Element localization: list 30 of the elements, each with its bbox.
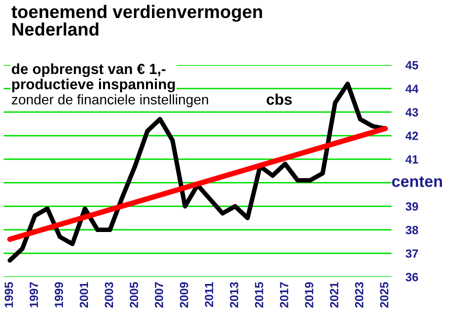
- y-tick-label: 43: [406, 108, 418, 116]
- x-tick-label: 2019: [304, 282, 314, 308]
- annotation: zonder de financiele instellingen: [12, 94, 208, 108]
- x-tick-label: 2011: [204, 282, 214, 307]
- x-tick-label: 2017: [280, 282, 288, 308]
- x-tick-label: 2003: [104, 282, 114, 308]
- x-tick-label: 2001: [80, 282, 88, 308]
- x-tick-label: 2009: [180, 282, 188, 308]
- chart-title: toenemend verdienvermogen Nederland: [11, 4, 262, 36]
- y-tick-label: 39: [406, 202, 418, 211]
- chart-subtitle: de opbrengst van € 1,- productieve inspanning: [12, 63, 175, 92]
- y-tick-label: 45: [406, 61, 418, 70]
- x-tick-label: 1997: [30, 282, 38, 308]
- y-tick-label: 38: [406, 226, 418, 234]
- y-tick-label: 42: [406, 132, 418, 140]
- x-tick-label: 2025: [380, 282, 388, 308]
- x-tick-label: 2015: [254, 282, 264, 308]
- x-tick-label: 2005: [130, 282, 138, 308]
- x-tick-label: 1999: [54, 282, 64, 308]
- x-tick-label: 2021: [330, 282, 338, 308]
- y-axis-title: centen: [392, 176, 442, 188]
- y-tick-label: 37: [406, 249, 418, 258]
- annotation: cbs: [266, 94, 292, 105]
- x-tick-label: 2013: [230, 282, 238, 308]
- y-tick-label: 36: [406, 272, 418, 282]
- y-tick-label: 41: [406, 155, 418, 164]
- x-tick-label: 1995: [4, 282, 14, 308]
- x-tick-label: 2007: [154, 282, 164, 308]
- y-tick-label: 44: [406, 84, 418, 93]
- x-tick-label: 2023: [355, 282, 364, 308]
